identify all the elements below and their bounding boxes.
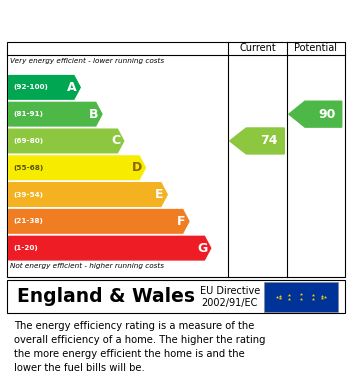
Text: (81-91): (81-91) bbox=[13, 111, 43, 117]
Text: England & Wales: England & Wales bbox=[17, 287, 195, 306]
Text: (55-68): (55-68) bbox=[13, 165, 43, 171]
Text: E: E bbox=[155, 188, 164, 201]
Polygon shape bbox=[289, 101, 342, 127]
Polygon shape bbox=[9, 156, 145, 179]
Text: (92-100): (92-100) bbox=[13, 84, 48, 90]
Polygon shape bbox=[230, 128, 284, 154]
Text: D: D bbox=[132, 161, 143, 174]
FancyBboxPatch shape bbox=[264, 282, 338, 312]
Text: (69-80): (69-80) bbox=[13, 138, 43, 144]
Text: (1-20): (1-20) bbox=[13, 245, 38, 251]
Text: Potential: Potential bbox=[294, 43, 337, 53]
Text: (39-54): (39-54) bbox=[13, 192, 43, 197]
Text: The energy efficiency rating is a measure of the
overall efficiency of a home. T: The energy efficiency rating is a measur… bbox=[14, 321, 266, 373]
Text: Very energy efficient - lower running costs: Very energy efficient - lower running co… bbox=[10, 58, 165, 64]
Polygon shape bbox=[9, 102, 102, 126]
Text: (21-38): (21-38) bbox=[13, 218, 43, 224]
Text: Not energy efficient - higher running costs: Not energy efficient - higher running co… bbox=[10, 263, 165, 269]
Text: Energy Efficiency Rating: Energy Efficiency Rating bbox=[10, 11, 240, 30]
Polygon shape bbox=[9, 129, 124, 153]
Text: B: B bbox=[89, 108, 99, 121]
Text: A: A bbox=[68, 81, 77, 94]
Text: Current: Current bbox=[239, 43, 276, 53]
Polygon shape bbox=[9, 75, 80, 99]
Polygon shape bbox=[9, 236, 211, 260]
Text: 90: 90 bbox=[318, 108, 335, 121]
Text: 74: 74 bbox=[260, 135, 277, 147]
Text: F: F bbox=[177, 215, 185, 228]
Polygon shape bbox=[9, 210, 189, 233]
Text: EU Directive
2002/91/EC: EU Directive 2002/91/EC bbox=[199, 286, 260, 308]
Text: G: G bbox=[198, 242, 208, 255]
Polygon shape bbox=[9, 183, 167, 206]
Text: C: C bbox=[111, 135, 120, 147]
